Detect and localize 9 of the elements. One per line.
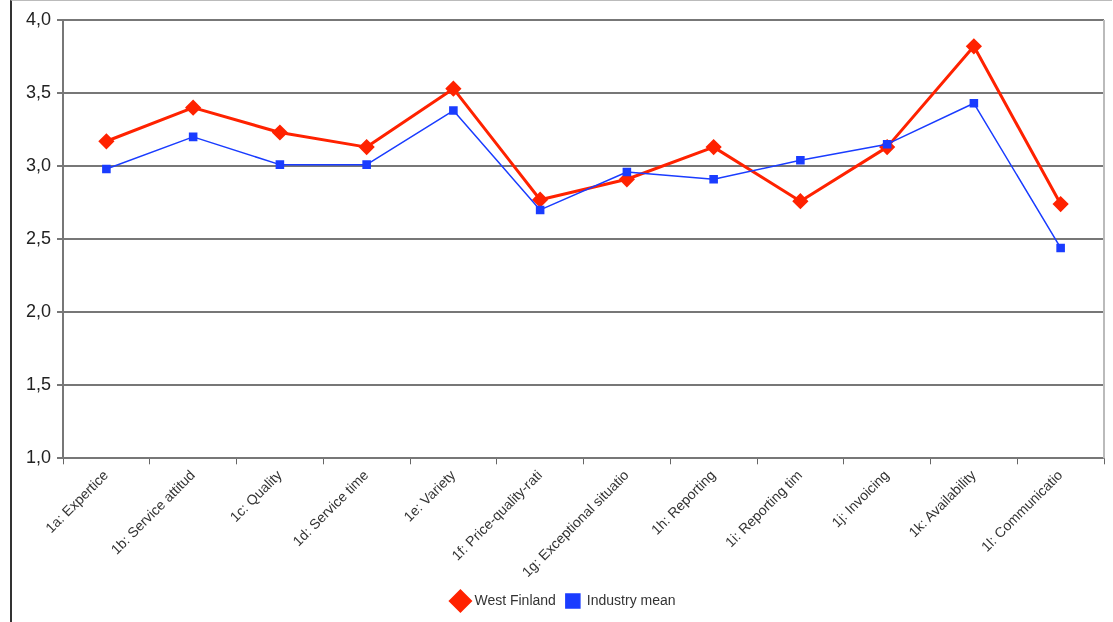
y-tick-label: 3,0 [25, 155, 52, 176]
y-tick-label: 1,5 [25, 374, 52, 395]
y-tick-label: 3,5 [25, 82, 52, 103]
y-tick-label: 2,0 [25, 301, 52, 322]
y-tick-label: 4,0 [25, 8, 52, 29]
legend-label: West Finland [474, 591, 556, 608]
legend-label: Industry mean [586, 591, 676, 608]
y-tick-label: 1,0 [25, 447, 52, 468]
y-tick-label: 2,5 [25, 228, 52, 249]
